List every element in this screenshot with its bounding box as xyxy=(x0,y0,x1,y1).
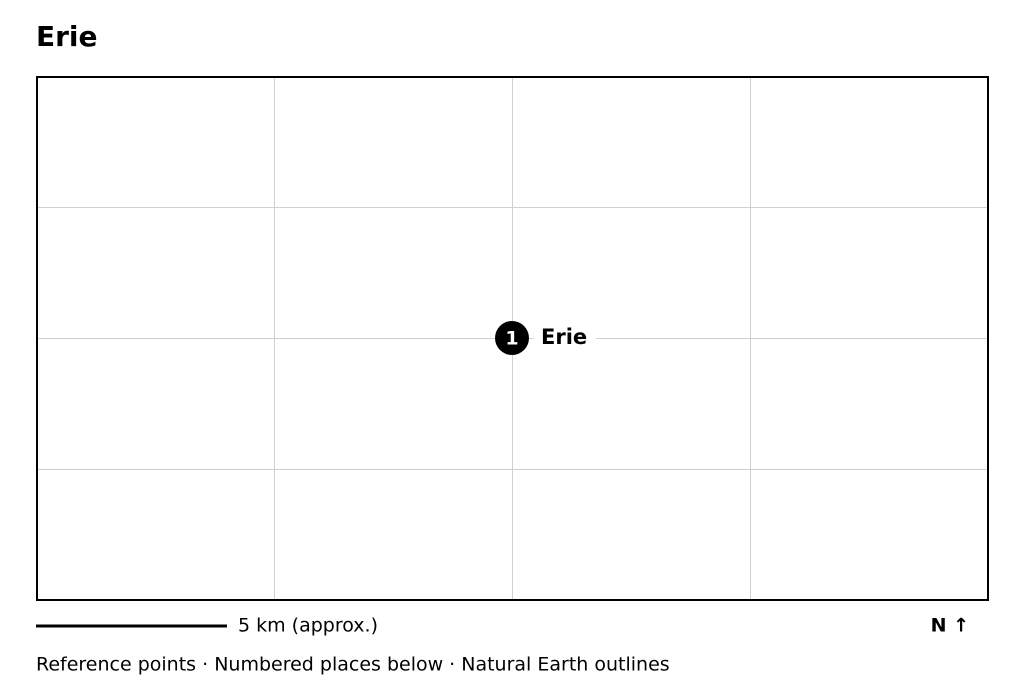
place-marker xyxy=(495,321,529,355)
north-arrow: N ↑ xyxy=(931,615,969,637)
map-footer: Reference points · Numbered places below… xyxy=(36,654,670,676)
map-frame xyxy=(36,76,989,601)
marker-number: 1 xyxy=(505,328,518,350)
map-title: Erie xyxy=(36,20,98,53)
label-halo xyxy=(534,326,596,350)
scale-label: 5 km (approx.) xyxy=(238,615,378,637)
place-label: Erie xyxy=(541,325,587,349)
